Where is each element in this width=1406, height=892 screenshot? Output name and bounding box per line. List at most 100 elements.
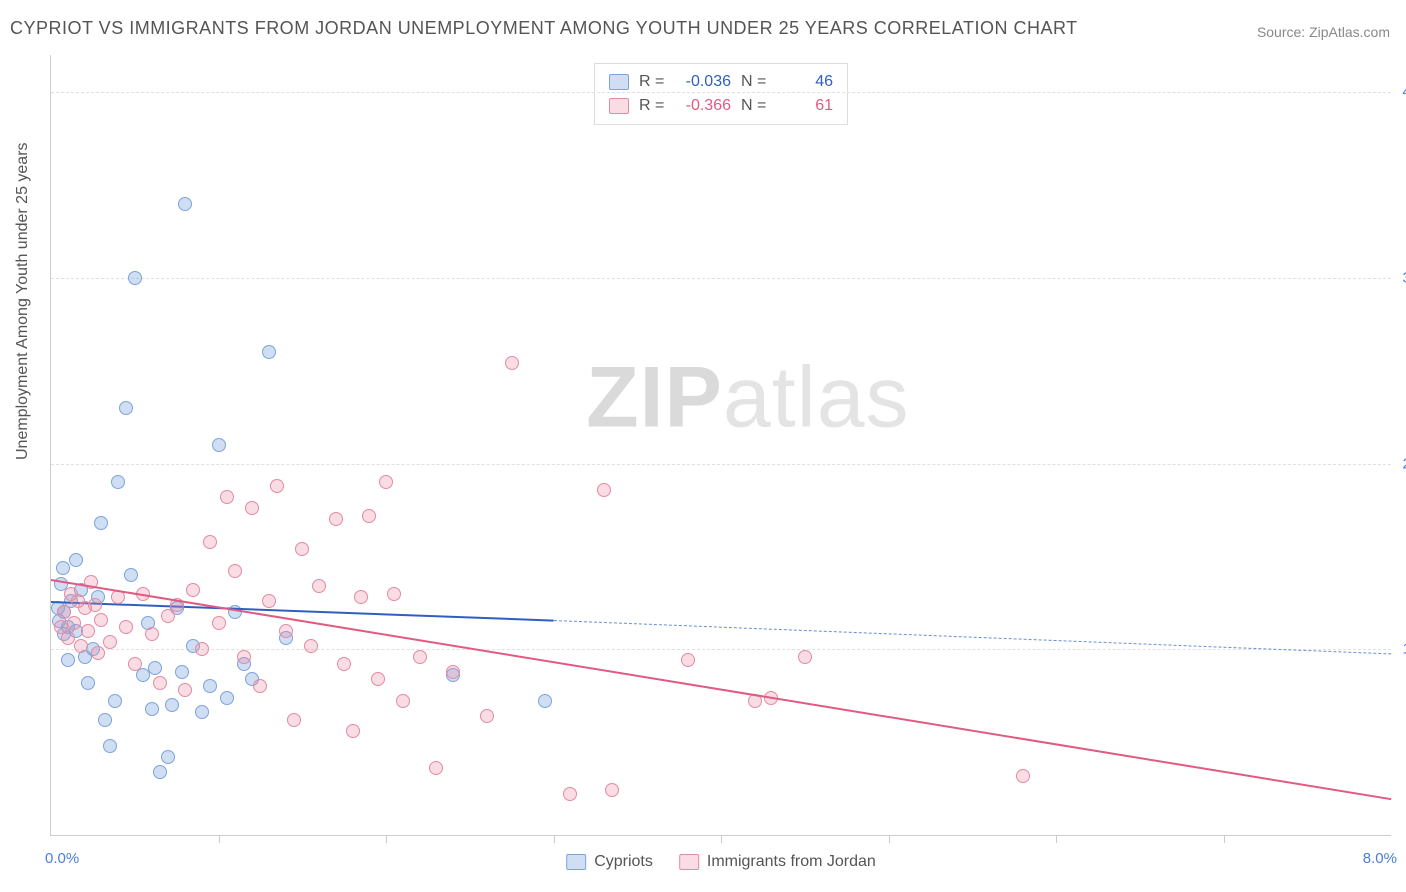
- gridline: [51, 278, 1391, 279]
- x-tick: [219, 835, 220, 843]
- data-point: [329, 512, 343, 526]
- trend-line: [51, 579, 1391, 800]
- data-point: [220, 490, 234, 504]
- gridline: [51, 92, 1391, 93]
- data-point: [538, 694, 552, 708]
- data-point: [413, 650, 427, 664]
- legend-swatch-jordan: [609, 98, 629, 114]
- watermark-atlas: atlas: [723, 350, 910, 446]
- trend-line: [51, 601, 554, 622]
- x-tick: [1056, 835, 1057, 843]
- x-tick: [386, 835, 387, 843]
- data-point: [253, 679, 267, 693]
- data-point: [161, 750, 175, 764]
- data-point: [153, 765, 167, 779]
- data-point: [91, 646, 105, 660]
- data-point: [103, 635, 117, 649]
- data-point: [145, 702, 159, 716]
- data-point: [165, 698, 179, 712]
- data-point: [56, 561, 70, 575]
- legend-swatch-jordan: [679, 854, 699, 870]
- x-tick: [554, 835, 555, 843]
- legend-item-jordan: Immigrants from Jordan: [679, 853, 876, 871]
- data-point: [228, 564, 242, 578]
- data-point: [1016, 769, 1030, 783]
- legend-swatch-cypriots: [609, 74, 629, 90]
- y-tick-label: 20.0%: [1395, 455, 1406, 472]
- data-point: [262, 345, 276, 359]
- data-point: [145, 627, 159, 641]
- source-label: Source: ZipAtlas.com: [1257, 24, 1390, 40]
- legend-r-label: R =: [639, 73, 667, 91]
- legend-item-cypriots: Cypriots: [566, 853, 653, 871]
- legend-label-jordan: Immigrants from Jordan: [707, 853, 876, 870]
- watermark: ZIPatlas: [586, 349, 909, 448]
- legend-n-label: N =: [741, 73, 769, 91]
- data-point: [119, 401, 133, 415]
- data-point: [346, 724, 360, 738]
- data-point: [505, 356, 519, 370]
- data-point: [69, 553, 83, 567]
- data-point: [186, 583, 200, 597]
- x-axis-max-label: 8.0%: [1363, 850, 1397, 867]
- data-point: [387, 587, 401, 601]
- data-point: [312, 579, 326, 593]
- legend-n-value-jordan: 61: [779, 97, 833, 115]
- data-point: [124, 568, 138, 582]
- data-point: [354, 590, 368, 604]
- data-point: [429, 761, 443, 775]
- data-point: [153, 676, 167, 690]
- legend-r-value-cypriots: -0.036: [677, 73, 731, 91]
- data-point: [111, 475, 125, 489]
- data-point: [108, 694, 122, 708]
- y-tick-label: 40.0%: [1395, 84, 1406, 101]
- source-value: ZipAtlas.com: [1309, 24, 1390, 40]
- data-point: [362, 509, 376, 523]
- data-point: [446, 665, 460, 679]
- chart-title: CYPRIOT VS IMMIGRANTS FROM JORDAN UNEMPL…: [10, 18, 1078, 39]
- data-point: [148, 661, 162, 675]
- plot-area: ZIPatlas R = -0.036 N = 46 R = -0.366 N …: [50, 55, 1391, 836]
- data-point: [371, 672, 385, 686]
- data-point: [175, 665, 189, 679]
- legend-series: Cypriots Immigrants from Jordan: [566, 853, 876, 871]
- data-point: [480, 709, 494, 723]
- data-point: [195, 705, 209, 719]
- data-point: [94, 613, 108, 627]
- data-point: [178, 197, 192, 211]
- data-point: [237, 650, 251, 664]
- data-point: [337, 657, 351, 671]
- legend-r-label: R =: [639, 97, 667, 115]
- x-tick: [889, 835, 890, 843]
- legend-n-value-cypriots: 46: [779, 73, 833, 91]
- legend-stats-row-cypriots: R = -0.036 N = 46: [609, 70, 833, 94]
- data-point: [220, 691, 234, 705]
- data-point: [81, 676, 95, 690]
- data-point: [212, 616, 226, 630]
- data-point: [605, 783, 619, 797]
- gridline: [51, 464, 1391, 465]
- x-tick: [721, 835, 722, 843]
- data-point: [103, 739, 117, 753]
- data-point: [798, 650, 812, 664]
- x-axis-min-label: 0.0%: [45, 850, 79, 867]
- data-point: [304, 639, 318, 653]
- data-point: [178, 683, 192, 697]
- data-point: [94, 516, 108, 530]
- x-tick: [1224, 835, 1225, 843]
- legend-r-value-jordan: -0.366: [677, 97, 731, 115]
- data-point: [119, 620, 133, 634]
- source-prefix: Source:: [1257, 24, 1309, 40]
- data-point: [81, 624, 95, 638]
- data-point: [203, 535, 217, 549]
- data-point: [195, 642, 209, 656]
- data-point: [67, 616, 81, 630]
- data-point: [212, 438, 226, 452]
- data-point: [74, 639, 88, 653]
- data-point: [270, 479, 284, 493]
- data-point: [396, 694, 410, 708]
- legend-label-cypriots: Cypriots: [594, 853, 653, 870]
- data-point: [681, 653, 695, 667]
- data-point: [287, 713, 301, 727]
- legend-stats-row-jordan: R = -0.366 N = 61: [609, 94, 833, 118]
